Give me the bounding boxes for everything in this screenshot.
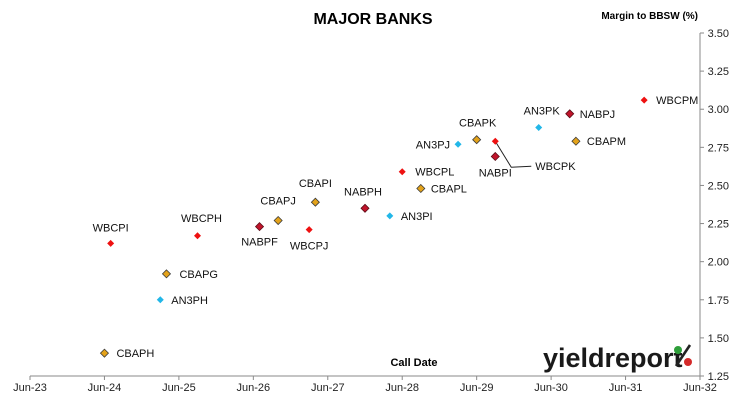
data-point-an3ph: [156, 296, 164, 304]
point-label-nabpf: NABPF: [241, 237, 278, 249]
data-point-wbcpi: [107, 239, 115, 247]
y-ticks: 1.25 1.50 1.75 2.00 2.25 2.50 2.75 3.00 3.25 3.50: [700, 28, 729, 383]
plot-area: 1.25 1.50 1.75 2.00 2.25 2.50 2.75 3.00 3.25 3.50…: [13, 28, 729, 394]
x-ticks: Jun-23 Jun-24 Jun-25 Jun-26 Jun-27 Jun-28 Jun-…: [13, 376, 717, 394]
point-label-wbcpl: WBCPL: [415, 167, 454, 179]
data-point-nabpf: [254, 222, 265, 232]
point-label-wbcph: WBCPH: [181, 213, 222, 225]
x-tick-label: Jun-24: [88, 382, 122, 394]
x-tick-label: Jun-32: [683, 382, 717, 394]
data-point-wbcpj: [305, 226, 313, 234]
point-label-wbcpk: WBCPK: [535, 161, 576, 173]
logo-percent-mark: [674, 344, 692, 367]
point-label-nabph: NABPH: [344, 186, 382, 198]
data-point-nabpj: [565, 109, 575, 119]
data-point-an3pi: [386, 212, 394, 220]
data-point-wbcpk: [491, 137, 499, 145]
point-label-cbapg: CBAPG: [179, 269, 218, 281]
point-label-wbcpj: WBCPJ: [290, 241, 329, 253]
point-label-an3pj: AN3PJ: [416, 139, 450, 151]
point-label-cbapl: CBAPL: [431, 183, 467, 195]
point-label-an3ph: AN3PH: [171, 295, 208, 307]
y-tick-label: 3.25: [708, 66, 729, 78]
data-point-an3pj: [454, 140, 462, 148]
data-point-cbapl: [416, 183, 426, 194]
data-point-wbcpl: [398, 168, 406, 176]
y-tick-label: 1.75: [708, 295, 729, 307]
leader-line-wbcpk: [494, 140, 532, 168]
y-tick-label: 2.00: [708, 257, 729, 269]
point-label-cbapj: CBAPJ: [260, 196, 295, 208]
point-label-cbapm: CBAPM: [587, 136, 626, 148]
point-label-cbapi: CBAPI: [299, 178, 332, 190]
point-labels: CBAPH WBCPI AN3PH CBAPG WBCPH NABPF CBAPJ WBCPJ…: [93, 95, 699, 360]
y-tick-label: 1.50: [708, 333, 729, 345]
y-axis-title: Margin to BBSW (%): [601, 11, 698, 22]
data-point-cbapk: [472, 135, 482, 145]
data-points: [99, 96, 648, 358]
yieldreport-logo: yieldreport: [543, 343, 692, 373]
data-point-cbaph: [99, 348, 110, 358]
x-tick-label: Jun-29: [460, 382, 494, 394]
chart-title: MAJOR BANKS: [313, 11, 432, 28]
data-point-cbapi: [310, 197, 320, 207]
x-tick-label: Jun-26: [237, 382, 271, 394]
leader-lines: [494, 140, 532, 168]
x-axis-title: Call Date: [390, 357, 437, 369]
point-label-an3pk: AN3PK: [524, 106, 561, 118]
x-tick-label: Jun-30: [534, 382, 568, 394]
data-point-nabph: [360, 203, 370, 213]
x-tick-label: Jun-28: [385, 382, 419, 394]
y-tick-label: 3.00: [708, 104, 729, 116]
y-tick-label: 3.50: [708, 28, 729, 40]
point-label-an3pi: AN3PI: [401, 211, 433, 223]
point-label-nabpj: NABPJ: [580, 109, 615, 121]
y-tick-label: 1.25: [708, 371, 729, 383]
y-tick-label: 2.25: [708, 219, 729, 231]
x-tick-label: Jun-23: [13, 382, 47, 394]
y-tick-label: 2.75: [708, 142, 729, 154]
x-tick-label: Jun-31: [609, 382, 643, 394]
x-tick-label: Jun-27: [311, 382, 345, 394]
data-point-wbcph: [194, 232, 201, 240]
data-point-cbapm: [571, 136, 581, 146]
point-label-cbapk: CBAPK: [459, 118, 497, 130]
data-point-nabpi: [490, 151, 500, 162]
point-label-wbcpm: WBCPM: [656, 95, 698, 107]
data-point-cbapg: [161, 269, 172, 279]
logo-wordmark: yieldreport: [543, 343, 683, 373]
data-point-wbcpm: [640, 96, 648, 104]
y-tick-label: 2.50: [708, 180, 729, 192]
point-label-cbaph: CBAPH: [116, 348, 154, 360]
data-point-cbapj: [273, 215, 283, 226]
point-label-nabpi: NABPI: [479, 167, 512, 179]
data-point-an3pk: [535, 124, 543, 132]
x-tick-label: Jun-25: [162, 382, 196, 394]
point-label-wbcpi: WBCPI: [93, 222, 129, 234]
